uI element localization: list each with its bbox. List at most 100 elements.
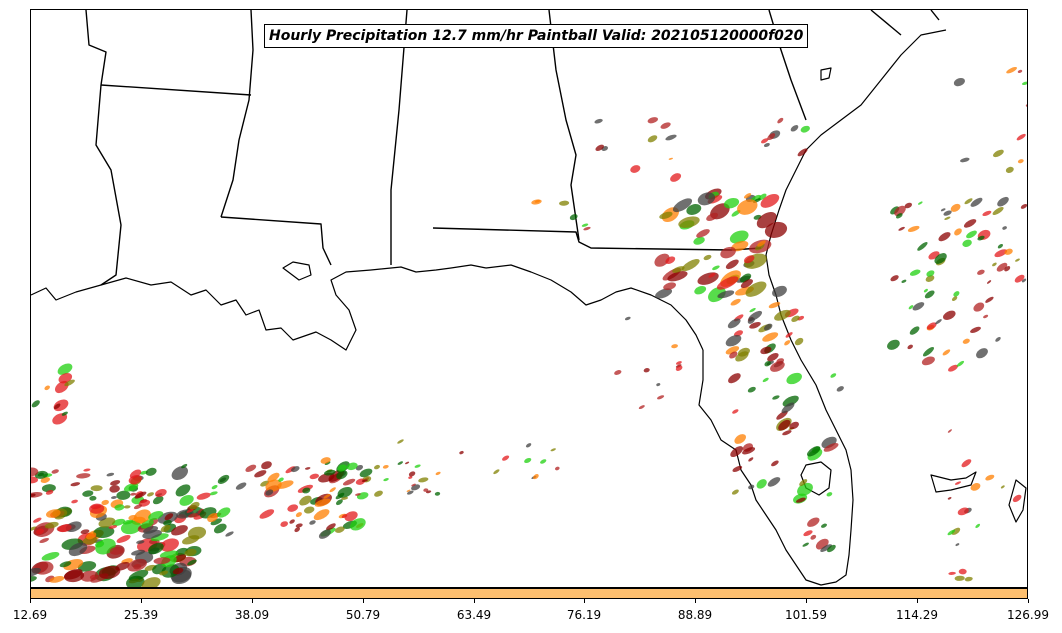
precip-blob bbox=[761, 138, 769, 144]
colorbar-tick-label: 12.69 bbox=[12, 608, 48, 622]
precip-blob bbox=[213, 523, 227, 534]
precip-blob bbox=[346, 462, 358, 471]
precip-blob bbox=[335, 499, 343, 506]
precip-blob bbox=[405, 461, 410, 465]
precip-blob bbox=[671, 344, 678, 349]
precip-blob bbox=[942, 349, 951, 356]
precip-blob bbox=[665, 134, 677, 141]
precip-blob bbox=[408, 476, 413, 479]
precip-blob bbox=[323, 469, 336, 476]
precip-blob bbox=[145, 467, 157, 476]
precip-blob bbox=[323, 493, 331, 499]
precip-blob bbox=[923, 288, 928, 293]
precip-blob bbox=[836, 386, 844, 392]
precip-blob bbox=[731, 240, 749, 252]
precip-blob bbox=[723, 197, 740, 209]
precip-blob bbox=[772, 285, 787, 297]
precip-blob bbox=[743, 193, 752, 199]
precip-blob bbox=[947, 364, 959, 372]
precip-blob bbox=[304, 467, 311, 470]
precip-blob bbox=[382, 464, 389, 469]
border-ms-west bbox=[220, 10, 254, 218]
precip-blob bbox=[797, 148, 808, 157]
precip-blob bbox=[31, 400, 40, 408]
precip-blob bbox=[341, 514, 348, 519]
precip-blob bbox=[550, 448, 556, 452]
precip-blob bbox=[800, 125, 810, 133]
precip-blob bbox=[1017, 159, 1024, 164]
precip-blob bbox=[960, 157, 970, 163]
precip-blob bbox=[210, 518, 223, 526]
precip-blob bbox=[160, 524, 171, 533]
precip-blob bbox=[397, 461, 404, 465]
precip-blob bbox=[749, 307, 756, 313]
precip-paintball-layer bbox=[31, 66, 1027, 587]
precip-blob bbox=[45, 490, 54, 495]
precip-blob bbox=[909, 269, 921, 276]
precip-blob bbox=[44, 385, 50, 391]
precip-blob bbox=[235, 482, 247, 490]
precip-blob bbox=[983, 314, 989, 319]
precip-blob bbox=[895, 213, 903, 219]
precip-blob bbox=[291, 466, 300, 473]
border-la-ms bbox=[220, 216, 332, 266]
precip-blob bbox=[260, 480, 270, 487]
precip-blob bbox=[995, 337, 1001, 342]
precip-blob bbox=[133, 509, 151, 524]
border-ar-north bbox=[85, 10, 107, 86]
precip-blob bbox=[729, 230, 749, 244]
precip-blob bbox=[703, 254, 712, 261]
precip-blob bbox=[37, 472, 44, 477]
precip-blob bbox=[1021, 278, 1027, 283]
precip-blob bbox=[134, 491, 147, 499]
precip-blob bbox=[71, 499, 78, 504]
island-2 bbox=[820, 67, 832, 81]
precip-blob bbox=[122, 519, 134, 525]
precip-blob bbox=[697, 192, 716, 206]
precip-blob bbox=[786, 372, 802, 385]
colorbar-tick-label: 63.49 bbox=[456, 608, 492, 622]
precip-blob bbox=[762, 332, 779, 342]
precip-blob bbox=[502, 455, 510, 461]
precip-blob bbox=[706, 212, 718, 222]
map-canvas bbox=[31, 10, 1027, 587]
precip-blob bbox=[254, 470, 267, 478]
colorbar-tick-mark bbox=[695, 599, 696, 603]
precip-blob bbox=[697, 272, 719, 285]
precip-blob bbox=[1015, 258, 1020, 262]
precip-blob bbox=[934, 253, 947, 264]
precip-blob bbox=[681, 258, 700, 272]
precip-blob bbox=[732, 409, 739, 414]
precip-blob bbox=[744, 255, 755, 264]
colorbar-tick-label: 126.99 bbox=[1007, 608, 1049, 622]
precip-blob bbox=[943, 310, 956, 320]
precip-blob bbox=[977, 269, 985, 275]
precip-blob bbox=[992, 262, 997, 267]
precip-blob bbox=[970, 483, 981, 491]
precip-blob bbox=[647, 117, 659, 124]
precip-blob bbox=[52, 413, 68, 425]
precip-blob bbox=[725, 259, 739, 270]
precip-blob bbox=[997, 196, 1009, 207]
precip-blob bbox=[982, 210, 992, 217]
precip-blob bbox=[359, 468, 373, 478]
border-ms-al bbox=[390, 10, 408, 265]
precip-blob bbox=[997, 243, 1004, 249]
border-la-west bbox=[95, 84, 122, 286]
precip-blob bbox=[1004, 266, 1011, 272]
precip-blob bbox=[160, 538, 179, 552]
precip-blob bbox=[595, 144, 604, 151]
precip-blob bbox=[947, 429, 952, 433]
precip-blob bbox=[299, 495, 312, 506]
precip-blob bbox=[302, 487, 311, 494]
precip-blob bbox=[771, 460, 779, 467]
island-1 bbox=[282, 261, 312, 281]
precip-blob bbox=[740, 279, 753, 289]
precip-blob bbox=[1022, 81, 1027, 86]
precip-blob bbox=[630, 165, 641, 173]
precip-blob bbox=[770, 361, 785, 372]
precip-blob bbox=[961, 459, 972, 468]
precip-blob bbox=[764, 360, 771, 367]
colorbar-tick-label: 88.89 bbox=[677, 608, 713, 622]
precip-blob bbox=[278, 477, 284, 482]
